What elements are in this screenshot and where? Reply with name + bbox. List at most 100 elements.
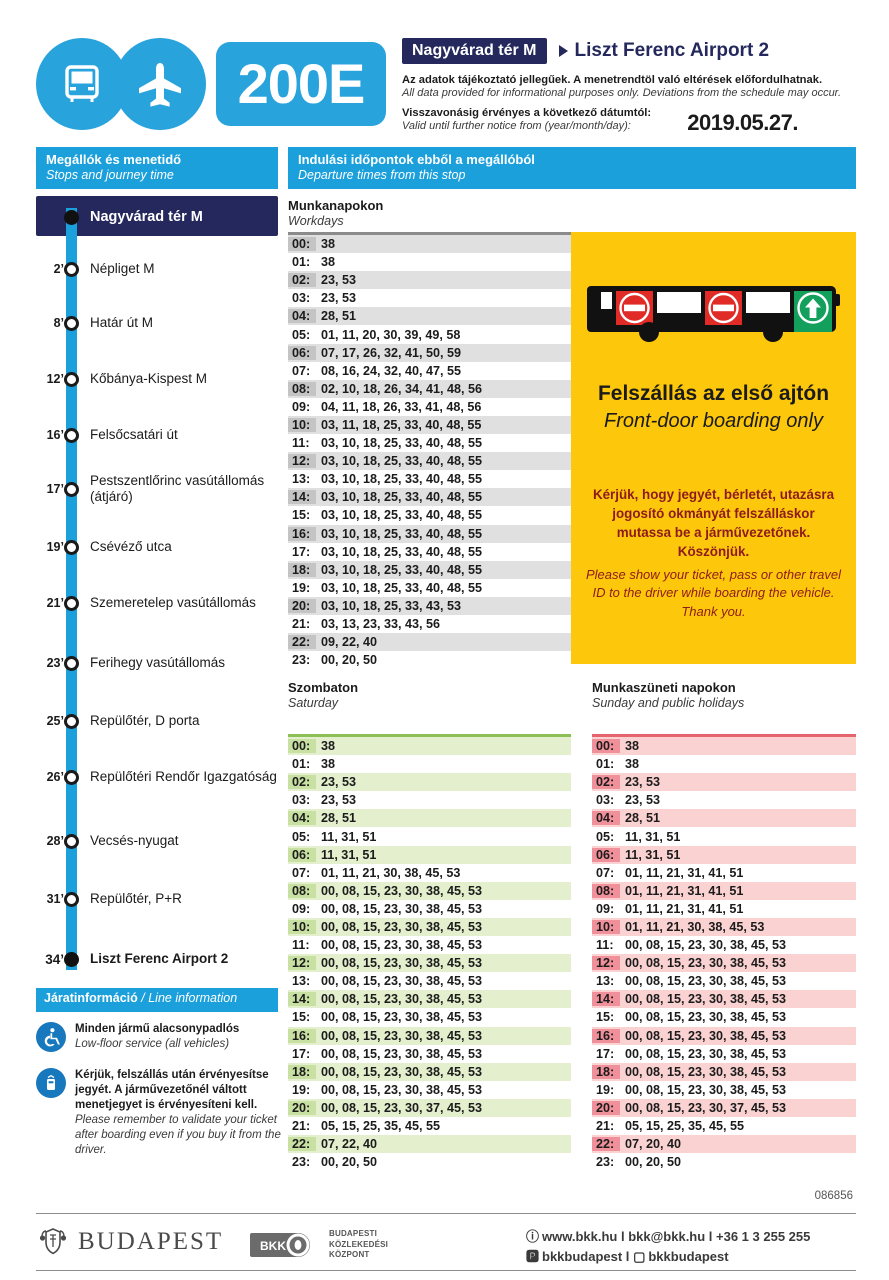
timetable-row: 10: 00, 08, 15, 23, 30, 38, 45, 53 — [288, 917, 571, 937]
timetable-hour: 22: — [288, 635, 316, 650]
timetable-hour: 15: — [596, 1010, 615, 1025]
timetable-minutes: 03, 10, 18, 25, 33, 40, 48, 55 — [321, 454, 483, 469]
timetable-row: 12: 00, 08, 15, 23, 30, 38, 45, 53 — [592, 954, 856, 973]
validity-block: Visszavonásig érvényes a következő dátum… — [402, 106, 856, 144]
timetable-row: 00: 38 — [592, 737, 856, 756]
timetable-hour: 06: — [288, 847, 316, 862]
timetable-hour: 13: — [596, 974, 615, 989]
disclaimer-hu: Az adatok tájékoztató jellegűek. A menet… — [402, 74, 823, 86]
timetable-minutes: 23, 53 — [625, 793, 661, 808]
timetable-minutes: 03, 13, 23, 33, 43, 56 — [321, 617, 441, 632]
timetable-minutes: 08, 16, 24, 32, 40, 47, 55 — [321, 363, 462, 378]
stop-marker-icon — [64, 371, 79, 387]
timetable-minutes: 38 — [321, 255, 336, 270]
stop-name: Pestszentlőrinc vasútállomás (átjáró) — [90, 473, 265, 504]
contact-facebook[interactable]: bkkbudapest l — [542, 1249, 630, 1265]
contact-instagram[interactable]: bkkbudapest — [648, 1249, 729, 1265]
timetable-hour: 17: — [292, 544, 311, 559]
stop-name: Határ út M — [90, 315, 154, 331]
timetable-hour: 05: — [292, 829, 311, 844]
timetable-minutes: 05, 15, 25, 35, 45, 55 — [625, 1119, 745, 1134]
timetable-hour: 04: — [288, 811, 316, 826]
timetable-hour: 06: — [288, 345, 316, 360]
stop-travel-time: 26’ — [46, 770, 64, 784]
stop-travel-time: 28’ — [46, 834, 64, 848]
timetable-minutes: 00, 08, 15, 23, 30, 38, 45, 53 — [625, 1028, 787, 1043]
timetable-hour: 11: — [292, 436, 310, 451]
validate-hu: Kérjük, felszállás után érvényesítse jeg… — [75, 1069, 269, 1111]
stop-name: Nagyvárad tér M — [90, 208, 203, 225]
stops-bar-en: Stops and journey time — [46, 168, 174, 183]
timetable-row: 07: 01, 11, 21, 31, 41, 51 — [592, 864, 856, 882]
ticket-validator-icon — [36, 1068, 66, 1098]
timetable-row: 03: 23, 53 — [592, 791, 856, 809]
timetable-hour: 08: — [592, 883, 620, 898]
timetable-hour: 04: — [592, 811, 620, 826]
budapest-wordmark: BUDAPEST — [78, 1228, 224, 1255]
timetable-minutes: 00, 08, 15, 23, 30, 38, 45, 53 — [321, 1082, 483, 1097]
timetable-minutes: 00, 20, 50 — [625, 1155, 682, 1170]
timetable-hour: 21: — [292, 1119, 311, 1134]
stop-item: 12’ Kőbánya-Kispest M — [36, 368, 278, 390]
timetable-row: 18: 00, 08, 15, 23, 30, 38, 45, 53 — [288, 1062, 571, 1081]
timetable-minutes: 11, 31, 51 — [321, 847, 377, 862]
saturday-title-en: Saturday — [288, 695, 339, 710]
timetable-hour: 13: — [292, 974, 311, 989]
stop-marker-icon — [64, 655, 79, 671]
timetable-minutes: 01, 11, 21, 30, 38, 45, 53 — [625, 919, 765, 934]
stop-marker-icon — [64, 951, 79, 967]
timetable-hour: 09: — [292, 399, 311, 414]
stop-marker-icon — [64, 315, 79, 331]
timetable-hour: 21: — [596, 1119, 615, 1134]
bkk-mark-icon: BKK — [250, 1233, 310, 1257]
timetable-minutes: 38 — [321, 739, 336, 754]
timetable-hour: 02: — [288, 775, 316, 790]
timetable-row: 04: 28, 51 — [288, 809, 571, 828]
validate-text: Kérjük, felszállás után érvényesítse jeg… — [75, 1068, 284, 1158]
timetable-hour: 05: — [292, 327, 311, 342]
timetable-minutes: 00, 20, 50 — [321, 1155, 378, 1170]
timetable-minutes: 03, 11, 18, 25, 33, 40, 48, 55 — [321, 417, 482, 432]
timetable-minutes: 00, 08, 15, 23, 30, 38, 45, 53 — [625, 1010, 787, 1025]
bkk-name-line1: BUDAPESTI — [329, 1229, 378, 1239]
line-info-item-low-floor: Minden jármű alacsonypadlós Low-floor se… — [36, 1022, 284, 1052]
timetable-row: 15: 00, 08, 15, 23, 30, 38, 45, 53 — [288, 1008, 571, 1026]
timetable-minutes: 02, 10, 18, 26, 34, 41, 48, 56 — [321, 381, 483, 396]
stop-name: Repülőtér, D porta — [90, 713, 200, 729]
timetable-minutes: 03, 10, 18, 25, 33, 40, 48, 55 — [321, 472, 483, 487]
stop-name: Felsőcsatári út — [90, 427, 178, 443]
timetable-row: 02: 23, 53 — [592, 773, 856, 792]
timetable-minutes: 00, 08, 15, 23, 30, 38, 45, 53 — [321, 1064, 483, 1079]
timetable-hour: 14: — [288, 992, 316, 1007]
timetable-minutes: 00, 08, 15, 23, 30, 38, 45, 53 — [321, 974, 483, 989]
timetable-row: 14: 00, 08, 15, 23, 30, 38, 45, 53 — [592, 990, 856, 1009]
timetable-hour: 18: — [288, 1064, 316, 1079]
timetable-hour: 11: — [596, 938, 614, 953]
mode-icons — [36, 38, 206, 130]
line-info-en: / Line information — [141, 991, 238, 1005]
departures-bar-en: Departure times from this stop — [298, 168, 466, 183]
timetable-row: 03: 23, 53 — [288, 791, 571, 809]
timetable-hour: 08: — [288, 883, 316, 898]
stop-travel-time: 2’ — [53, 262, 64, 276]
stop-marker-icon — [64, 427, 79, 443]
timetable-row: 19: 00, 08, 15, 23, 30, 38, 45, 53 — [288, 1081, 571, 1099]
timetable-row: 07: 01, 11, 21, 30, 38, 45, 53 — [288, 864, 571, 882]
contact-line-web: ⓘ www.bkk.hu l bkk@bkk.hu l +36 1 3 255 2… — [526, 1227, 810, 1247]
timetable-hour: 14: — [592, 992, 620, 1007]
timetable-row: 20: 00, 08, 15, 23, 30, 37, 45, 53 — [592, 1098, 856, 1117]
stop-item: Nagyvárad tér M — [36, 206, 278, 228]
timetable-row: 16: 00, 08, 15, 23, 30, 38, 45, 53 — [288, 1026, 571, 1045]
timetable-minutes: 03, 10, 18, 25, 33, 40, 48, 55 — [321, 544, 483, 559]
timetable-row: 06: 11, 31, 51 — [592, 845, 856, 864]
timetable-row: 22: 07, 20, 40 — [592, 1135, 856, 1154]
contact-web[interactable]: www.bkk.hu l bkk@bkk.hu l +36 1 3 255 25… — [542, 1229, 811, 1244]
timetable-row: 19: 03, 10, 18, 25, 33, 40, 48, 55 — [288, 579, 571, 597]
bkk-fullname: BUDAPESTI KÖZLEKEDÉSI KÖZPONT — [329, 1229, 388, 1261]
timetable-row: 17: 00, 08, 15, 23, 30, 38, 45, 53 — [592, 1045, 856, 1063]
timetable-top-rule — [288, 232, 571, 235]
timetable-minutes: 28, 51 — [321, 309, 357, 324]
budapest-logo: BUDAPEST — [36, 1225, 223, 1259]
stop-item: 21’ Szemeretelep vasútállomás — [36, 592, 278, 614]
timetable-minutes: 01, 11, 21, 31, 41, 51 — [625, 883, 744, 898]
